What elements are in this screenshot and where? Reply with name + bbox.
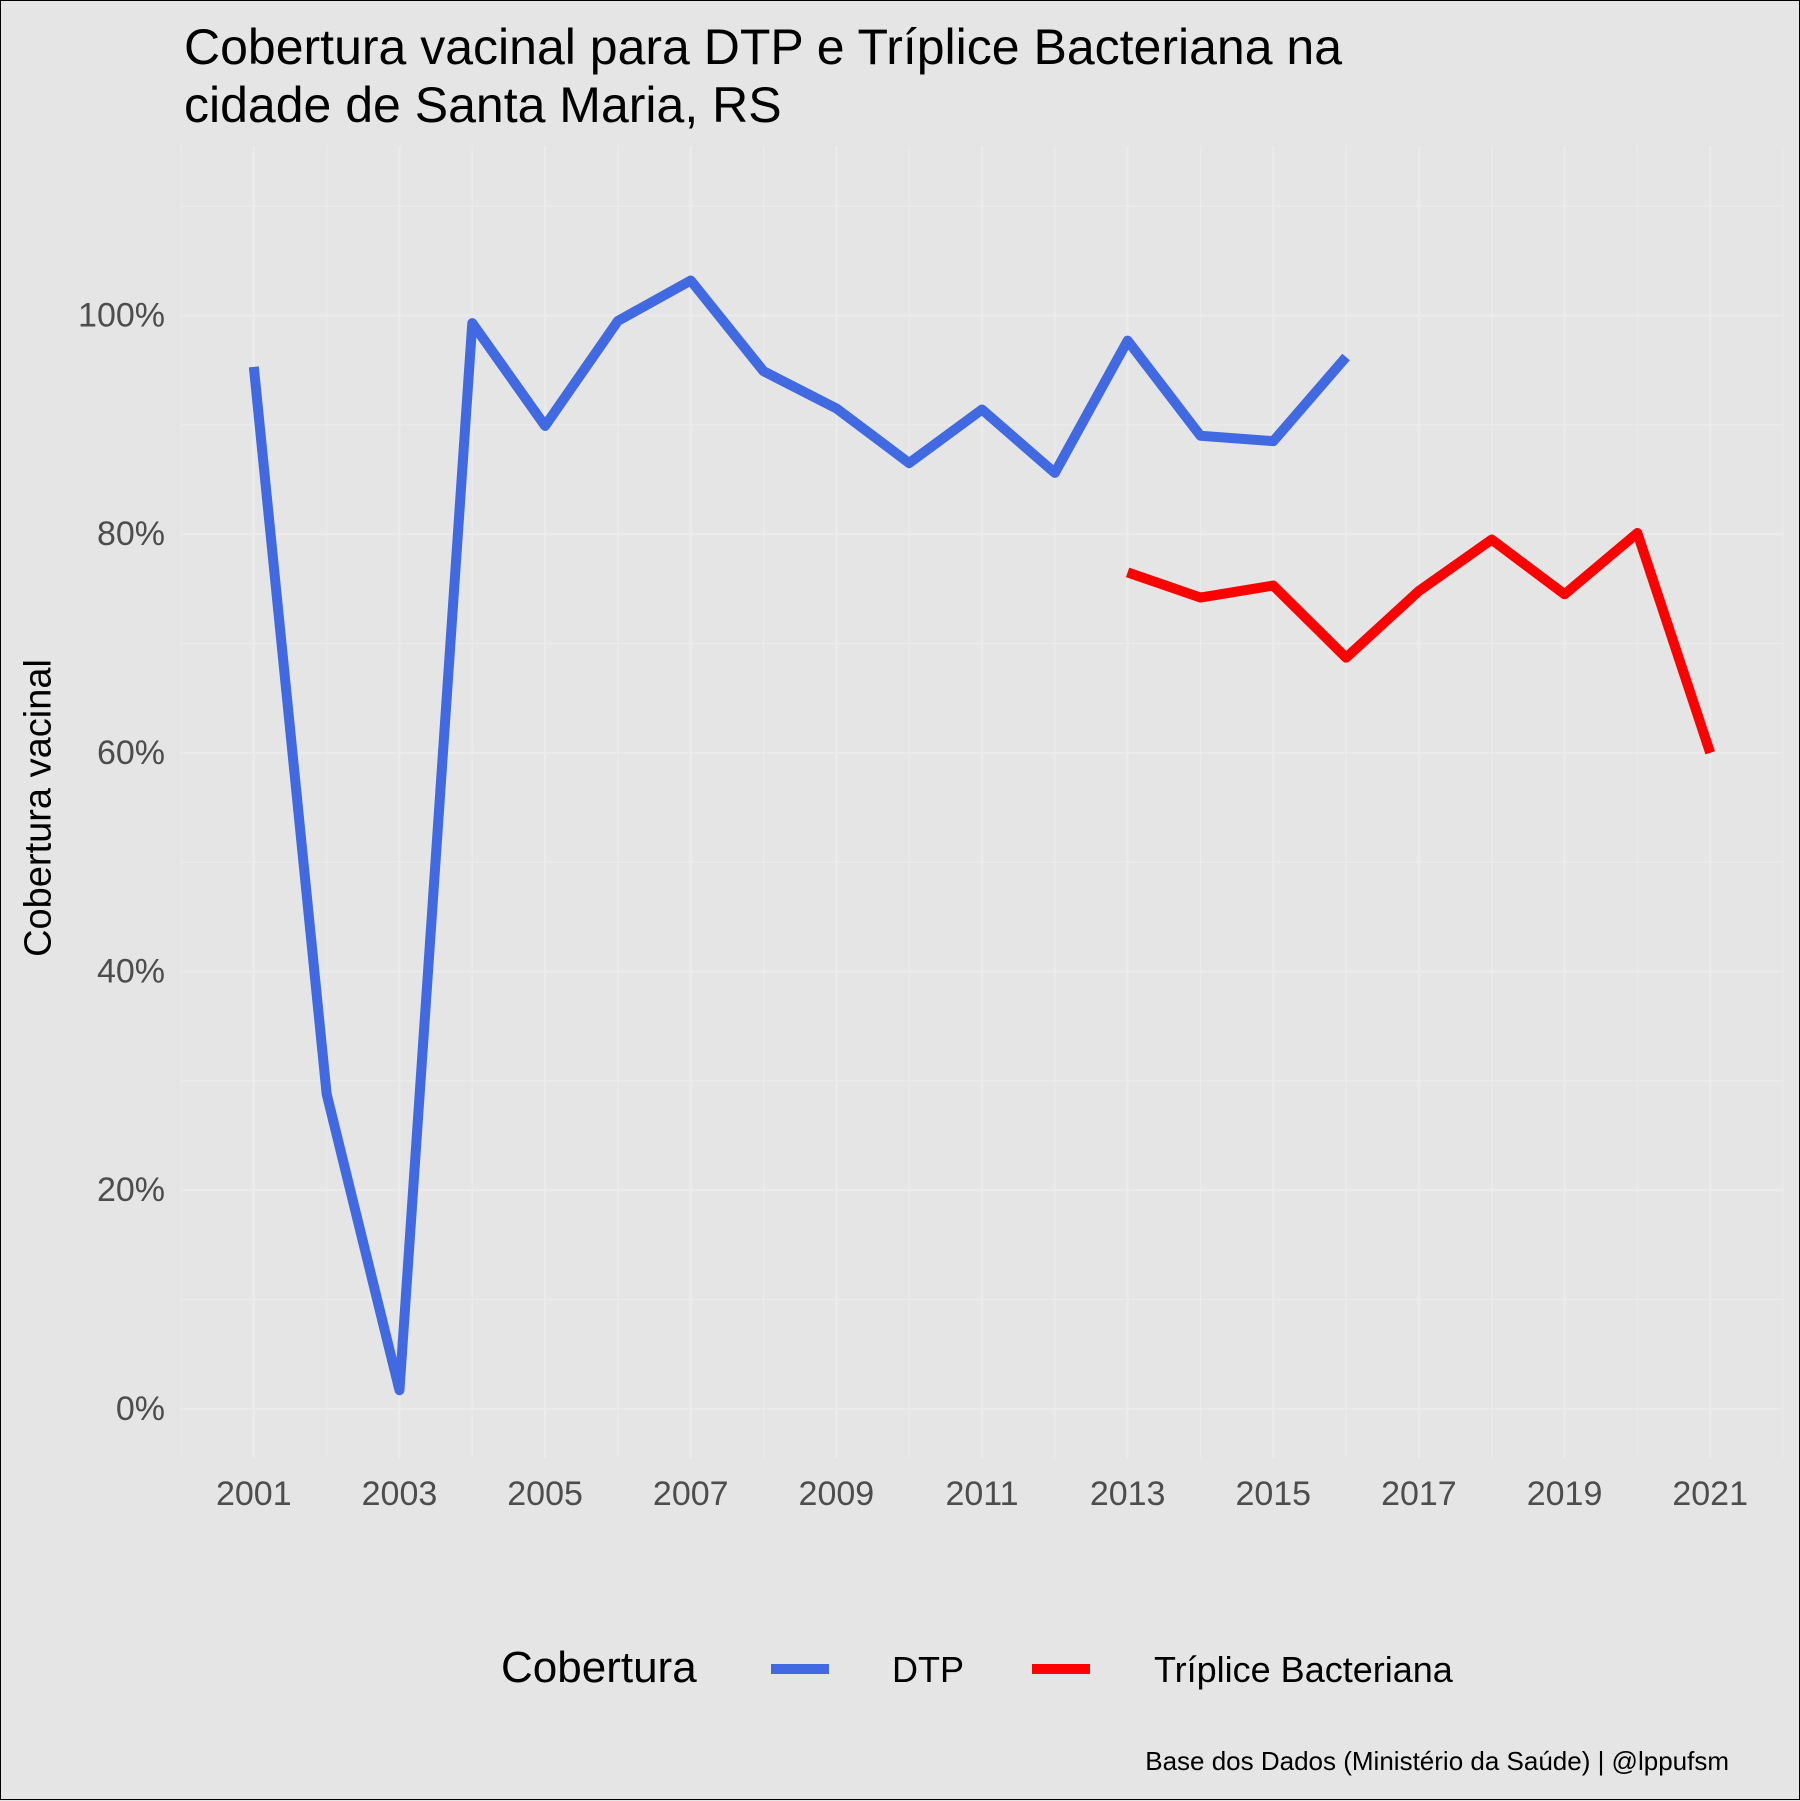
data-point xyxy=(1632,528,1642,538)
legend-label-triplice: Tríplice Bacteriana xyxy=(1154,1649,1453,1690)
y-tick-label: 40% xyxy=(97,952,165,990)
x-tick-label: 2021 xyxy=(1672,1475,1748,1513)
tick-labels: 0% 20% 40% 60% 80% 100% 2001 2003 2005 2007 2009 20… xyxy=(78,296,1748,1513)
x-tick-label: 2019 xyxy=(1527,1475,1603,1513)
series-lines xyxy=(248,275,1715,1396)
legend-label-dtp: DTP xyxy=(892,1649,964,1690)
data-point xyxy=(1268,436,1278,446)
data-point xyxy=(1341,352,1351,362)
data-point xyxy=(759,366,769,376)
data-point xyxy=(540,421,550,431)
x-tick-label: 2007 xyxy=(653,1475,729,1513)
data-point xyxy=(1123,336,1133,346)
data-point xyxy=(831,403,841,413)
data-point xyxy=(977,404,987,414)
x-tick-label: 2015 xyxy=(1235,1475,1311,1513)
y-tick-label: 60% xyxy=(97,734,165,772)
data-point xyxy=(1268,581,1278,591)
y-tick-label: 20% xyxy=(97,1171,165,1209)
data-point xyxy=(1195,431,1205,441)
x-tick-label: 2003 xyxy=(362,1475,438,1513)
data-point xyxy=(1705,748,1715,758)
data-point xyxy=(322,1089,332,1099)
series-line-dtp xyxy=(248,275,1350,1396)
chart-title-line-2: cidade de Santa Maria, RS xyxy=(184,77,782,133)
data-point xyxy=(1487,535,1497,545)
legend-title: Cobertura xyxy=(501,1643,697,1692)
chart-title-line-1: Cobertura vacinal para DTP e Tríplice Ba… xyxy=(184,19,1343,75)
data-point xyxy=(249,362,259,372)
data-point xyxy=(467,318,477,328)
x-tick-label: 2005 xyxy=(507,1475,583,1513)
data-point xyxy=(686,275,696,285)
x-tick-label: 2011 xyxy=(945,1475,1018,1513)
data-point xyxy=(1050,468,1060,478)
data-point xyxy=(394,1385,404,1395)
data-point xyxy=(904,458,914,468)
data-point xyxy=(1560,589,1570,599)
x-tick-label: 2013 xyxy=(1090,1475,1166,1513)
series-line-triplice-bacteriana xyxy=(1126,528,1715,755)
y-tick-label: 0% xyxy=(116,1390,165,1428)
data-point xyxy=(1341,653,1351,663)
x-tick-label: 2009 xyxy=(799,1475,875,1513)
x-tick-label: 2001 xyxy=(216,1475,292,1513)
grid-lines xyxy=(180,146,1784,1458)
data-point xyxy=(1414,586,1424,596)
x-tick-label: 2017 xyxy=(1381,1475,1457,1513)
y-axis-label: Cobertura vacinal xyxy=(17,659,60,957)
data-point xyxy=(613,316,623,326)
chart-caption: Base dos Dados (Ministério da Saúde) | @… xyxy=(1145,1746,1729,1776)
data-point xyxy=(1123,567,1133,577)
y-tick-label: 80% xyxy=(97,515,165,553)
y-tick-label: 100% xyxy=(78,296,165,334)
data-point xyxy=(1195,593,1205,603)
